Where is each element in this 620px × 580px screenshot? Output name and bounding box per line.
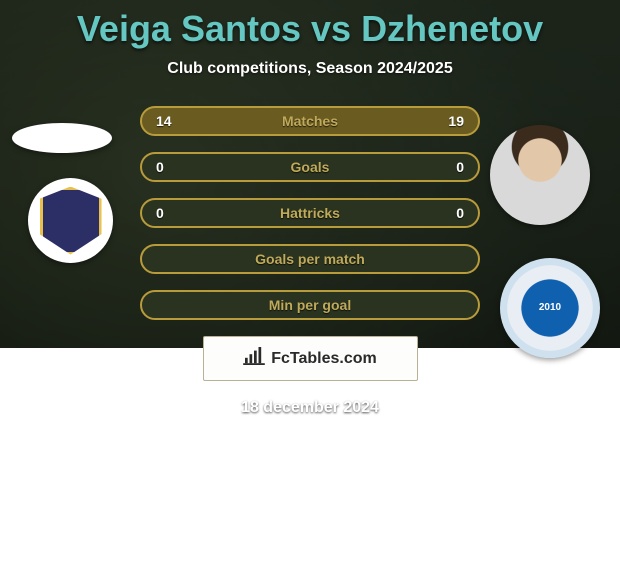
stat-row: Hattricks 0 0 [140, 198, 480, 228]
comparison-card: Veiga Santos vs Dzhenetov Club competiti… [0, 0, 620, 580]
stat-right-value: 19 [448, 108, 464, 134]
stat-label: Hattricks [280, 205, 340, 221]
stat-left-value: 14 [156, 108, 172, 134]
stat-row: Min per goal [140, 290, 480, 320]
stat-left-value: 0 [156, 154, 164, 180]
chart-icon [243, 347, 265, 370]
stat-left-value: 0 [156, 200, 164, 226]
stat-label: Matches [282, 113, 338, 129]
club-right-badge [500, 258, 600, 358]
page-title: Veiga Santos vs Dzhenetov [0, 8, 620, 50]
source-text: FcTables.com [271, 350, 377, 368]
stat-row: Goals 0 0 [140, 152, 480, 182]
source-badge: FcTables.com [203, 336, 418, 381]
stat-row: Matches 14 19 [140, 106, 480, 136]
title-player-left: Veiga Santos [77, 8, 301, 49]
date-text: 18 december 2024 [0, 399, 620, 417]
player-right-avatar [490, 125, 590, 225]
stat-label: Goals per match [255, 251, 365, 267]
stat-right-value: 0 [456, 154, 464, 180]
player-left-avatar [12, 123, 112, 153]
stat-right-value: 0 [456, 200, 464, 226]
stat-label: Min per goal [269, 297, 351, 313]
club-left-badge [28, 178, 113, 263]
title-player-right: Dzhenetov [361, 8, 543, 49]
stat-label: Goals [291, 159, 330, 175]
subtitle: Club competitions, Season 2024/2025 [0, 60, 620, 78]
title-vs: vs [311, 8, 351, 49]
stat-row: Goals per match [140, 244, 480, 274]
